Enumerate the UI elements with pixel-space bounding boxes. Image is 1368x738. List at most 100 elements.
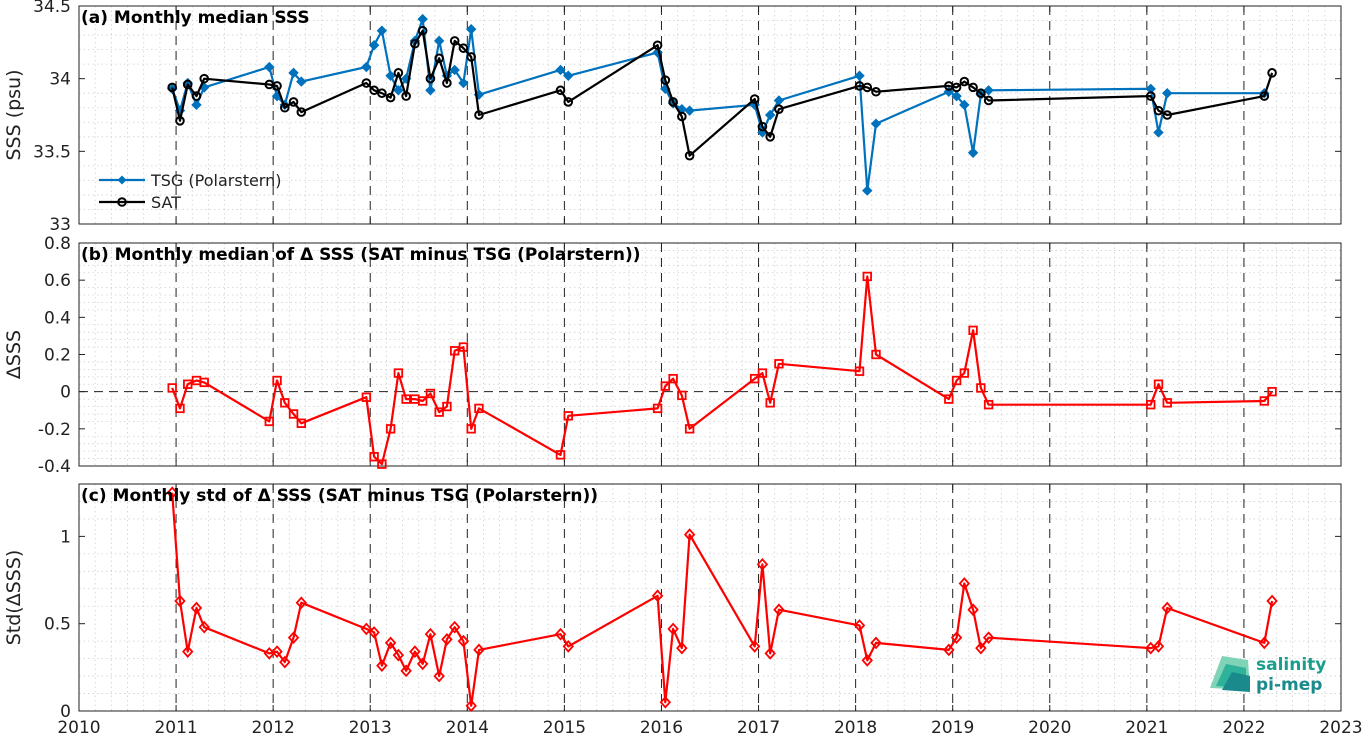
series-line xyxy=(171,275,1273,466)
data-point xyxy=(279,655,291,669)
data-point xyxy=(296,107,307,117)
data-point xyxy=(466,52,476,62)
data-point xyxy=(950,631,963,645)
data-point xyxy=(1259,91,1270,101)
x-tick-label: 2012 xyxy=(252,718,295,738)
data-point xyxy=(272,375,282,386)
data-point xyxy=(191,99,202,111)
series-delta-sss xyxy=(166,486,1278,713)
data-point xyxy=(296,418,307,428)
data-point xyxy=(951,375,962,386)
axes-box xyxy=(78,5,1342,225)
data-point xyxy=(183,379,193,389)
data-point xyxy=(198,620,210,634)
y-tick-label: 0 xyxy=(60,383,71,403)
data-point xyxy=(448,620,461,634)
data-point xyxy=(449,346,460,356)
x-tick-label: 2011 xyxy=(154,718,197,738)
data-point xyxy=(1259,396,1270,406)
data-point xyxy=(853,619,866,632)
data-point xyxy=(377,459,387,469)
data-point xyxy=(434,407,444,417)
data-point xyxy=(983,95,994,106)
y-tick-label: 0.6 xyxy=(44,271,71,291)
data-point xyxy=(376,659,388,672)
series-sat xyxy=(167,25,1277,161)
data-point xyxy=(677,111,687,122)
data-point xyxy=(442,401,452,412)
series-line xyxy=(171,492,1274,707)
data-point xyxy=(871,349,881,360)
data-point xyxy=(199,73,210,84)
y-tick-label: 34 xyxy=(49,70,71,90)
data-point xyxy=(1146,399,1156,410)
year-gridlines xyxy=(175,243,1245,466)
data-point xyxy=(466,424,476,434)
data-point xyxy=(983,85,994,96)
legend-marker xyxy=(117,175,127,185)
data-point xyxy=(174,594,186,608)
data-point xyxy=(442,78,452,88)
data-point xyxy=(968,325,978,336)
data-point xyxy=(684,150,695,161)
y-tick-label: 0 xyxy=(60,702,71,722)
minor-grid xyxy=(79,243,1341,466)
data-point xyxy=(385,92,396,103)
y-tick-label: 0.2 xyxy=(44,346,71,366)
data-point xyxy=(967,147,979,158)
y-tick-label: 34.5 xyxy=(33,0,71,17)
data-point xyxy=(271,645,283,658)
panel-a: 33 33.5 34 34.5 SSS (psu) TSG (Polarstern) SAT… xyxy=(3,0,1342,235)
data-point xyxy=(182,645,194,658)
data-point xyxy=(417,396,428,406)
x-tick-label: 2018 xyxy=(834,718,877,738)
data-point xyxy=(457,634,470,648)
data-point xyxy=(368,626,380,639)
data-point xyxy=(1267,68,1277,78)
panel-b: -0.4 -0.2 0 0.2 0.4 0.6 0.8 ΔSSS (b) Monthly med… xyxy=(3,234,1342,477)
data-point xyxy=(975,641,987,655)
year-gridlines xyxy=(175,6,1245,224)
data-point xyxy=(191,91,202,101)
x-tick-label: 2016 xyxy=(640,718,683,738)
y-tick-label: 33.5 xyxy=(33,142,71,162)
data-point xyxy=(944,394,954,404)
data-point xyxy=(764,109,776,121)
data-point xyxy=(425,73,436,84)
panel-title: (b) Monthly median of Δ SSS (SAT minus T… xyxy=(81,245,641,265)
data-point xyxy=(272,81,282,91)
y-tick-label: 0.5 xyxy=(44,615,71,635)
data-point xyxy=(764,647,776,660)
data-point xyxy=(361,61,372,73)
data-point xyxy=(425,85,436,96)
data-point xyxy=(1153,379,1164,389)
data-point xyxy=(554,627,567,641)
data-point xyxy=(368,40,380,51)
data-point xyxy=(652,40,663,51)
data-point xyxy=(667,622,679,636)
data-point xyxy=(393,68,404,78)
data-point xyxy=(167,82,177,93)
data-point xyxy=(1153,127,1164,138)
data-point xyxy=(369,452,379,462)
data-point xyxy=(660,75,671,85)
data-point xyxy=(385,70,396,81)
data-point xyxy=(424,627,437,641)
y-axis-label: ΔSSS xyxy=(3,330,25,379)
data-point xyxy=(982,631,995,645)
data-point xyxy=(862,82,873,93)
data-point xyxy=(976,383,986,393)
data-point xyxy=(401,394,411,404)
x-tick-label: 2021 xyxy=(1125,718,1168,738)
data-point xyxy=(280,398,290,408)
data-point xyxy=(425,388,436,399)
y-tick-label: 0.8 xyxy=(44,234,71,254)
data-point xyxy=(748,640,761,653)
data-point xyxy=(684,424,695,434)
data-point xyxy=(774,359,784,369)
data-point xyxy=(555,64,566,76)
data-point xyxy=(774,104,784,114)
data-point xyxy=(983,399,994,410)
data-point xyxy=(287,631,300,645)
